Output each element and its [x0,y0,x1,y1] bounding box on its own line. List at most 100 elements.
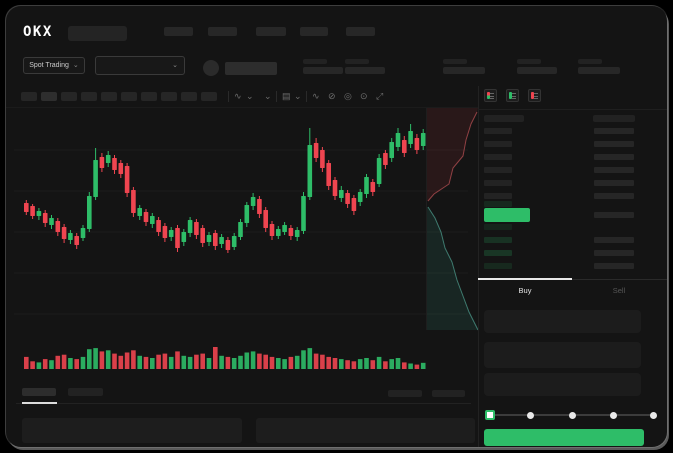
timeframe-button[interactable] [181,92,197,101]
chevron-down-icon: ⌄ [72,62,79,69]
ask-amount-placeholder [594,167,634,173]
orderbook-divider [478,109,667,110]
timeframe-button[interactable] [121,92,137,101]
bid-price-placeholder[interactable] [484,224,512,230]
chart-style-icon[interactable]: ∿ [234,91,242,101]
bottom-tab-active-placeholder[interactable] [22,388,56,396]
orders-table-placeholder [22,418,242,443]
chevron-down-icon[interactable]: ⌄ [246,91,254,101]
toolbar-separator [276,91,277,102]
nav-item-placeholder[interactable] [208,27,237,36]
stat-value-placeholder [443,67,485,74]
nav-item-placeholder[interactable] [256,27,286,36]
ask-price-placeholder[interactable] [484,154,512,160]
nav-item-placeholder[interactable] [164,27,193,36]
slider-stop[interactable] [569,411,576,419]
tab-sell[interactable]: Sell [612,286,626,295]
orderbook-amount-header-placeholder [593,115,635,122]
stat-label-placeholder [303,59,327,64]
price-input[interactable] [484,310,641,333]
last-price-block[interactable] [484,208,530,222]
bid-price-placeholder[interactable] [484,250,512,256]
indicators-icon[interactable]: ▤ [282,91,291,101]
orders-table-placeholder [256,418,475,443]
market-type-label: Spot Trading [29,62,69,69]
bottom-tabbar-divider [16,403,471,404]
bottom-tab-placeholder[interactable] [68,388,103,396]
amount-slider[interactable] [485,410,657,420]
stat-label-placeholder [345,59,369,64]
amount-input[interactable] [484,342,641,368]
bid-amount-placeholder [594,237,634,243]
bottom-action-placeholder[interactable] [388,390,422,397]
fullscreen-icon[interactable]: ⤢ [376,91,384,101]
ask-price-placeholder[interactable] [484,180,512,186]
ask-amount-placeholder [594,212,634,218]
ask-amount-placeholder [594,193,634,199]
timeframe-button[interactable] [61,92,77,101]
bid-amount-placeholder [594,263,634,269]
bid-price-placeholder[interactable] [484,201,512,207]
pair-selector[interactable]: ⌄ [95,56,185,75]
panel-divider [478,86,479,447]
bottom-action-placeholder[interactable] [432,390,465,397]
chevron-down-icon: ⌄ [172,62,178,69]
stat-value-placeholder [303,67,343,74]
bid-price-placeholder[interactable] [484,263,512,269]
orderbook-view-both-icon[interactable] [484,89,497,102]
bottom-active-tab-indicator [22,402,57,404]
candlestick-chart[interactable] [6,6,667,447]
app-window: OKX Spot Trading ⌄ ⌄ ∿ ⌄ ⌄ ▤ ⌄ [6,6,667,447]
timeframe-button-active[interactable] [41,92,57,101]
timeframe-button[interactable] [141,92,157,101]
stat-label-placeholder [517,59,541,64]
tabbar-divider [478,279,667,280]
slider-handle[interactable] [485,410,495,420]
ask-price-placeholder[interactable] [484,167,512,173]
timeframe-button[interactable] [21,92,37,101]
total-input[interactable] [484,373,641,396]
timeframe-button[interactable] [161,92,177,101]
snapshot-icon[interactable]: ◎ [344,91,352,101]
timeframe-button[interactable] [101,92,117,101]
slider-stop[interactable] [610,411,617,419]
toolbar-separator [228,91,229,102]
ask-amount-placeholder [594,141,634,147]
okx-logo[interactable]: OKX [23,24,53,40]
buy-button[interactable] [484,429,644,446]
nav-item-placeholder[interactable] [300,27,328,36]
orderbook-price-header-placeholder [484,115,524,122]
bid-price-placeholder[interactable] [484,237,512,243]
line-tool-icon[interactable]: ∿ [312,91,320,101]
ask-price-placeholder[interactable] [484,193,512,199]
orderbook-view-bids-icon[interactable] [506,89,519,102]
ask-amount-placeholder [594,128,634,134]
orderbook-view-asks-icon[interactable] [528,89,541,102]
stat-value-placeholder [578,67,620,74]
pair-name-placeholder [225,62,277,75]
market-type-selector[interactable]: Spot Trading ⌄ [23,57,85,74]
nav-item-placeholder[interactable] [346,27,375,36]
slider-stop[interactable] [650,411,657,419]
ask-price-placeholder[interactable] [484,141,512,147]
active-tab-indicator [478,278,572,280]
tab-buy[interactable]: Buy [518,286,532,295]
slider-stop[interactable] [527,411,534,419]
timeframe-button[interactable] [81,92,97,101]
search-input[interactable] [68,26,127,41]
timeframe-button[interactable] [201,92,217,101]
ask-amount-placeholder [594,154,634,160]
coin-avatar [203,60,219,76]
stat-value-placeholder [517,67,557,74]
bid-amount-placeholder [594,250,634,256]
toolbar-separator [306,91,307,102]
stat-value-placeholder [345,67,385,74]
chevron-down-icon[interactable]: ⌄ [294,91,302,101]
stat-label-placeholder [578,59,602,64]
chevron-down-icon[interactable]: ⌄ [264,91,272,101]
drawing-tool-icon[interactable]: ⊘ [328,91,336,101]
chart-toolbar: ∿ ⌄ ⌄ ▤ ⌄ ∿ ⊘ ◎ ⊙ ⤢ [6,86,478,108]
ask-price-placeholder[interactable] [484,128,512,134]
settings-icon[interactable]: ⊙ [360,91,368,101]
stat-label-placeholder [443,59,467,64]
